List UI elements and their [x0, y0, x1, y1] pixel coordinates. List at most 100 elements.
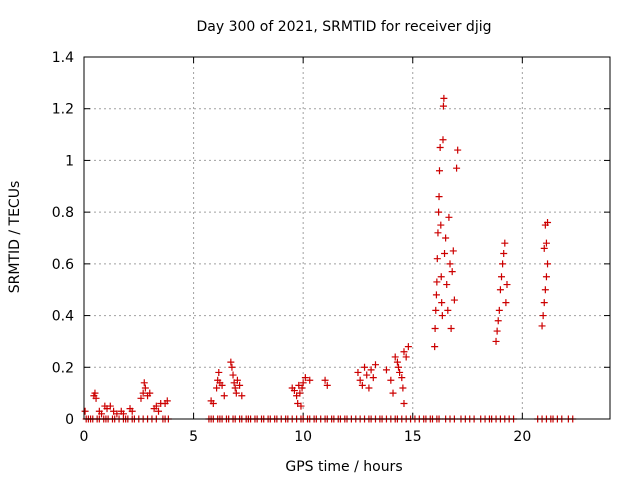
data-point	[431, 343, 439, 351]
data-point	[382, 366, 390, 374]
data-point	[356, 376, 364, 384]
data-point	[447, 325, 455, 332]
data-point	[495, 306, 503, 314]
data-point	[431, 325, 439, 332]
data-point	[539, 312, 547, 320]
data-point	[227, 358, 235, 366]
data-point	[398, 374, 406, 382]
data-point	[365, 384, 373, 392]
data-point	[146, 389, 154, 397]
data-point	[443, 281, 451, 289]
x-tick-label: 5	[189, 429, 198, 445]
y-tick-label: 0.4	[52, 309, 74, 325]
data-point	[367, 366, 375, 374]
data-point	[301, 374, 309, 382]
data-point	[209, 399, 217, 407]
data-point	[501, 239, 509, 247]
chart-title: Day 300 of 2021, SRMTID for receiver dji…	[197, 19, 492, 35]
data-point	[499, 260, 507, 268]
data-point	[442, 234, 450, 242]
data-point	[220, 392, 228, 400]
data-point	[496, 286, 504, 294]
y-axis-label: SRMTID / TECUs	[7, 181, 23, 294]
data-point	[299, 379, 307, 387]
data-point	[437, 221, 445, 229]
data-point	[436, 144, 444, 151]
data-point	[139, 389, 147, 397]
y-tick-label: 0.8	[52, 205, 74, 221]
data-point	[433, 255, 441, 263]
data-point	[498, 273, 506, 281]
data-point	[354, 368, 362, 376]
data-point	[400, 399, 408, 407]
data-point	[106, 402, 114, 410]
data-point	[435, 167, 443, 175]
data-point	[393, 358, 401, 366]
data-point	[441, 250, 449, 258]
data-point	[402, 353, 410, 361]
data-point	[361, 363, 369, 371]
data-point	[363, 371, 371, 379]
data-point	[391, 353, 399, 361]
data-point	[432, 291, 440, 299]
data-point	[113, 410, 121, 418]
data-point	[544, 260, 552, 268]
data-point	[540, 299, 548, 307]
data-point	[290, 387, 298, 395]
data-point	[432, 306, 440, 314]
data-point	[152, 402, 160, 410]
data-point	[141, 384, 149, 392]
data-point	[437, 273, 445, 281]
data-point	[213, 384, 221, 392]
data-point	[540, 244, 548, 252]
data-point	[453, 164, 461, 172]
data-point	[541, 286, 549, 294]
data-point	[323, 381, 331, 389]
x-axis-label: GPS time / hours	[285, 459, 402, 475]
data-point	[440, 94, 448, 102]
data-point	[449, 247, 457, 255]
data-point	[297, 402, 305, 410]
data-points	[81, 94, 577, 423]
data-point	[434, 229, 442, 237]
y-tick-label: 0	[65, 412, 74, 428]
data-point	[396, 368, 404, 376]
data-point	[232, 389, 240, 397]
data-point	[435, 193, 443, 201]
data-point	[454, 146, 462, 154]
grid-lines	[84, 57, 610, 419]
data-point	[542, 239, 550, 247]
data-point	[137, 394, 145, 402]
data-point	[128, 407, 136, 415]
data-point	[444, 306, 452, 314]
data-point	[404, 343, 412, 351]
data-point	[387, 376, 395, 384]
y-axis-ticks: 0 0.2 0.4 0.6 0.8 1 1.2 1.4	[52, 50, 610, 428]
data-point	[400, 348, 408, 356]
plot-frame	[83, 56, 611, 420]
data-point	[296, 389, 304, 397]
data-point	[215, 368, 223, 376]
data-point	[399, 384, 407, 392]
data-point	[542, 273, 550, 281]
data-point	[492, 337, 500, 345]
data-point	[538, 322, 546, 330]
data-point	[500, 250, 508, 258]
data-point	[298, 384, 306, 392]
data-point	[450, 296, 458, 304]
x-tick-label: 0	[80, 429, 89, 445]
data-point	[395, 363, 403, 371]
data-point	[494, 317, 502, 325]
data-point	[502, 299, 510, 307]
data-point	[371, 361, 379, 369]
data-point	[493, 327, 501, 335]
y-tick-label: 1	[65, 153, 74, 169]
data-point	[448, 268, 456, 276]
x-tick-label: 20	[513, 429, 531, 445]
data-point	[433, 278, 441, 286]
y-tick-label: 0.2	[52, 360, 74, 376]
data-point	[218, 381, 226, 389]
data-point	[91, 389, 99, 397]
x-tick-label: 10	[294, 429, 312, 445]
